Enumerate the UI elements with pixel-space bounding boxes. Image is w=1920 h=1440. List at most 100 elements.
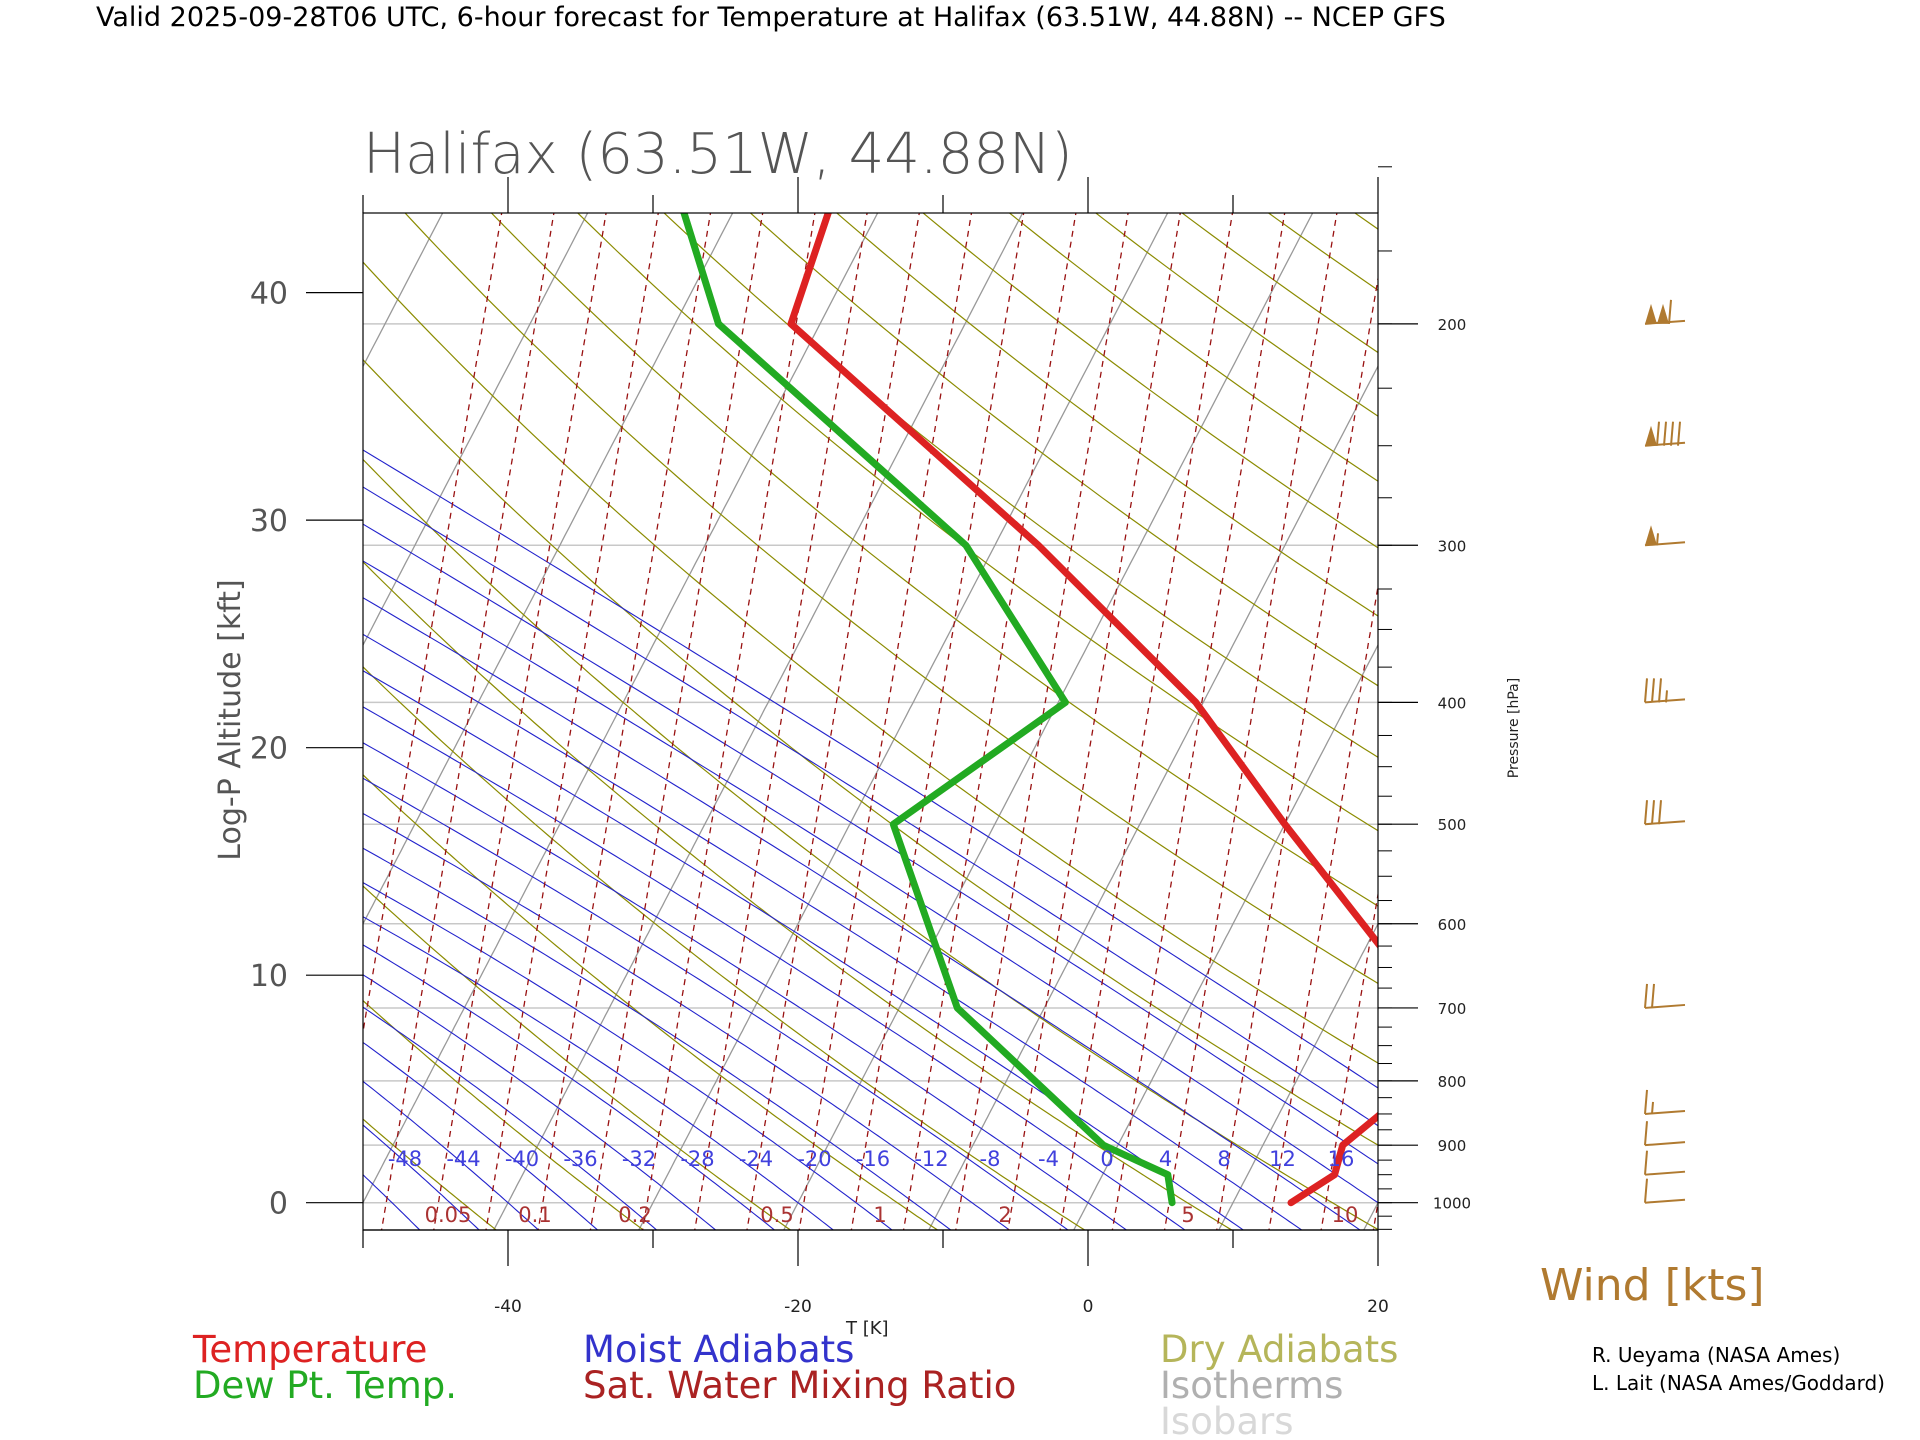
isotherm-line: [1507, 129, 1920, 1234]
wind-pennant: [1645, 525, 1657, 546]
legend-dry-adiabats: Dry Adiabats: [1160, 1328, 1398, 1371]
dry-adiabat-line: [1322, 129, 1920, 1234]
moist-adiabat-line: [363, 847, 952, 1230]
wind-barb-full: [1644, 983, 1648, 1009]
mixing-ratio-line: [746, 213, 920, 1230]
mixing-ratio-label: 1: [873, 1203, 886, 1227]
dry-adiabat-line: [1181, 213, 1378, 354]
mixing-ratio-label: 10: [1332, 1203, 1359, 1227]
axes-frame: [306, 166, 1418, 1266]
isotherm-line: [0, 129, 341, 1234]
dry-adiabat-line: [363, 561, 1233, 1230]
legend-temperature: Temperature: [192, 1328, 427, 1371]
moist-adiabat-line: [363, 523, 1378, 1165]
dry-adiabat-line: [922, 213, 1378, 549]
moist-adiabat-line: [363, 560, 1378, 1204]
wind-barb-shaft: [1644, 1003, 1686, 1009]
wind-barb: [1644, 983, 1686, 1009]
wind-pennant: [1645, 425, 1657, 446]
dry-adiabat-line: [363, 458, 1378, 1230]
pressure-label: 900: [1438, 1137, 1467, 1155]
mixing-ratio-line: [1581, 129, 1768, 1234]
dry-adiabat-line: [363, 774, 939, 1230]
moist-adiabat-label: 0: [1100, 1147, 1113, 1171]
moist-adiabat-label: -20: [797, 1147, 831, 1171]
moist-adiabat-label: -28: [680, 1147, 714, 1171]
dry-adiabat-line: [363, 358, 1378, 1146]
x-tick-label: -20: [784, 1297, 812, 1317]
moist-adiabat-line: [363, 706, 1186, 1230]
mixing-ratio-line: [1529, 129, 1716, 1234]
wind-barb-full: [1644, 1089, 1648, 1115]
dry-adiabat-line: [1267, 213, 1378, 291]
dry-adiabat-line: [404, 213, 1378, 985]
pressure-label: 300: [1438, 537, 1467, 555]
wind-barb-full: [1651, 983, 1655, 1009]
moist-adiabat-line: [363, 1080, 540, 1230]
dry-adiabat-line: [663, 213, 1378, 759]
moist-adiabat-line: [363, 777, 1069, 1230]
dry-adiabat-line: [363, 999, 645, 1230]
wind-pennant: [1645, 303, 1657, 324]
moist-adiabat-line: [363, 486, 1378, 1127]
moist-adiabat-label: 4: [1159, 1147, 1172, 1171]
mixing-ratio-line: [1320, 890, 1378, 1230]
credit-line-1: R. Ueyama (NASA Ames): [1592, 1343, 1840, 1367]
isotherm-line: [363, 213, 879, 1205]
wind-barb-shaft: [1644, 1198, 1686, 1204]
wind-barb-full: [1644, 1121, 1648, 1146]
isotherm-line: [1652, 129, 1920, 1234]
axis-labels: -40 -20 0 200102030401000900800700600500400…: [250, 277, 1471, 1317]
legend-wind: Wind [kts]: [1540, 1260, 1765, 1311]
dry-adiabat-line: [749, 213, 1378, 687]
pressure-label: 700: [1438, 1000, 1467, 1018]
isotherm-line: [363, 213, 589, 647]
mixing-ratio-line: [1163, 213, 1338, 1230]
moist-adiabat-line: [363, 742, 1128, 1230]
dewpoint-profile: [680, 213, 1176, 1207]
moist-adiabat-label: -8: [980, 1147, 1001, 1171]
moist-adiabat-label: 12: [1269, 1147, 1296, 1171]
mixing-ratio-line: [1216, 274, 1378, 1230]
wind-barb-full: [1658, 678, 1662, 703]
credit-line-2: L. Lait (NASA Ames/Goddard): [1592, 1371, 1885, 1395]
dry-adiabat-line: [363, 666, 1086, 1230]
plot-title: Halifax (63.51W, 44.88N): [363, 122, 1073, 187]
mixing-ratio-line: [1268, 582, 1378, 1230]
dry-adiabat-line: [363, 885, 792, 1230]
wind-barb-full: [1668, 299, 1672, 324]
moist-adiabat-label: -24: [739, 1147, 773, 1171]
y-axis-left-label: Log-P Altitude [kft]: [213, 579, 248, 860]
moist-adiabat-label: -48: [388, 1147, 422, 1171]
y-tick-label: 10: [250, 959, 288, 994]
moist-adiabat-line: [363, 974, 717, 1230]
mixing-ratio-label: 0.05: [425, 1203, 472, 1227]
wind-pennant: [1657, 303, 1669, 324]
dry-adiabat-line: [835, 213, 1378, 617]
mixing-ratio-line: [850, 213, 1025, 1230]
isotherm-line: [363, 213, 734, 926]
wind-barb-half: [1665, 690, 1668, 703]
wind-barb: [1644, 678, 1686, 704]
dry-adiabat-line: [1487, 129, 1920, 1234]
moist-adiabat-line: [363, 916, 835, 1230]
dry-adiabat-line: [490, 213, 1378, 907]
isotherm-line: [928, 364, 1378, 1230]
mixing-ratio-label: 0.5: [760, 1203, 793, 1227]
dry-adiabat-line: [1353, 213, 1378, 230]
isotherm-line: [1218, 922, 1378, 1230]
mixing-ratio-line: [380, 213, 555, 1230]
wind-barb-full: [1663, 421, 1667, 446]
mixing-ratio-line: [433, 213, 607, 1230]
moist-adiabat-line: [363, 449, 1378, 1089]
moist-adiabat-line: [363, 882, 893, 1230]
mixing-ratio-line: [694, 213, 868, 1230]
pressure-label: 800: [1438, 1073, 1467, 1091]
isotherm-line: [493, 213, 1024, 1230]
mixing-ratio-label: 0.2: [618, 1203, 651, 1227]
pressure-label: 1000: [1433, 1195, 1471, 1213]
temperature-profile: [787, 213, 1378, 1207]
moist-adiabat-label: -36: [563, 1147, 597, 1171]
wind-barb-full: [1670, 421, 1674, 446]
y-tick-label: 40: [250, 277, 288, 312]
